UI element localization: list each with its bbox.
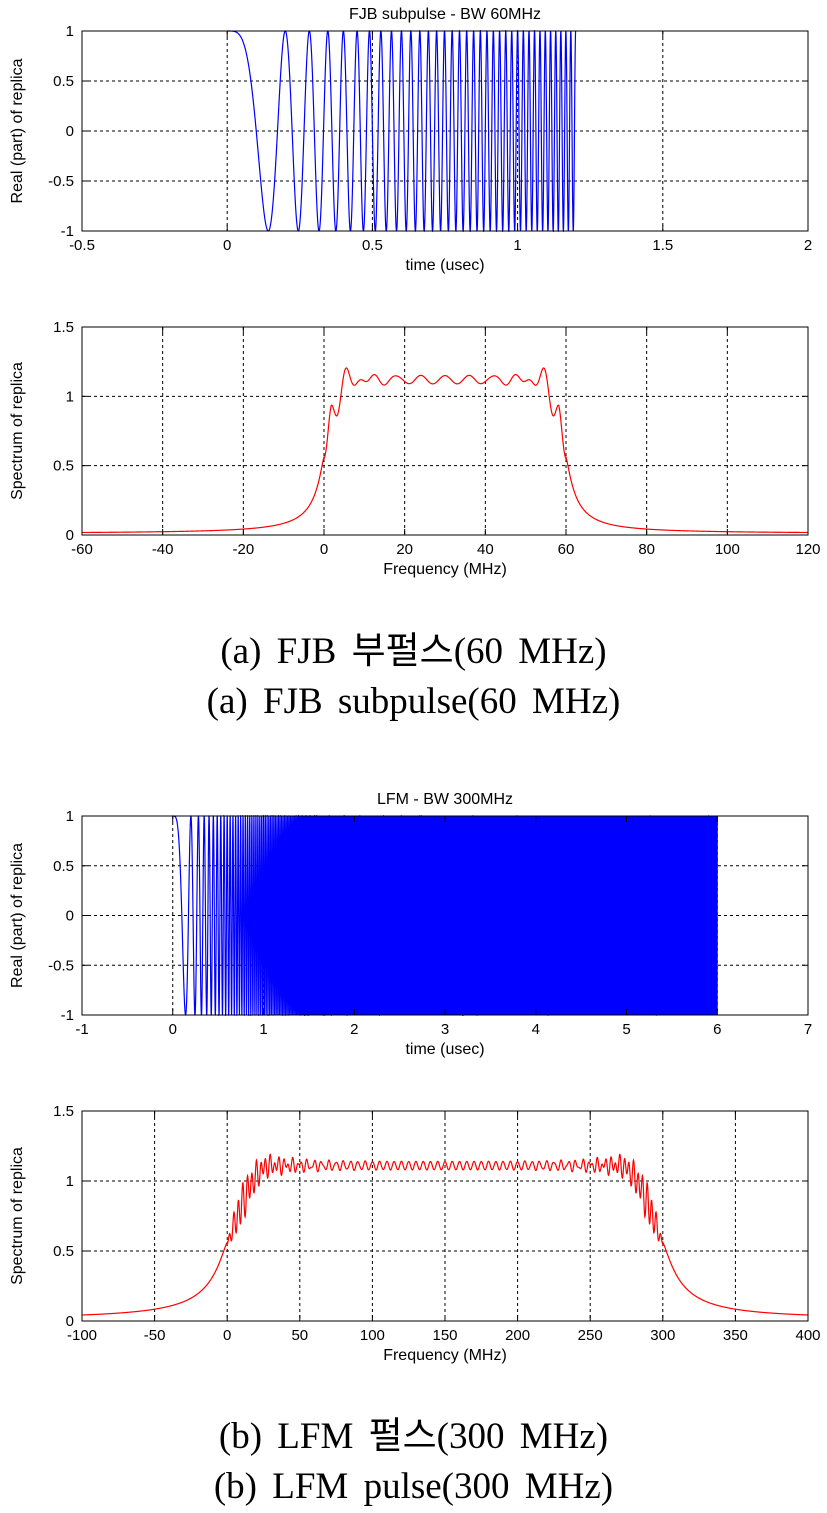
x-tick-label: 100 bbox=[360, 1327, 385, 1344]
y-axis-label: Spectrum of replica bbox=[9, 362, 26, 500]
y-tick-label: 0.5 bbox=[53, 1243, 74, 1260]
x-tick-label: 6 bbox=[713, 1021, 721, 1038]
x-tick-label: 4 bbox=[532, 1021, 540, 1038]
x-tick-label: 200 bbox=[505, 1327, 530, 1344]
x-tick-label: 250 bbox=[578, 1327, 603, 1344]
x-tick-label: 300 bbox=[650, 1327, 675, 1344]
x-tick-label: -0.5 bbox=[69, 237, 95, 254]
y-axis-label: Spectrum of replica bbox=[9, 1147, 26, 1285]
y-tick-label: 0 bbox=[66, 123, 74, 140]
y-tick-label: 1 bbox=[66, 1173, 74, 1190]
x-tick-label: 20 bbox=[396, 541, 413, 558]
grid bbox=[82, 1111, 808, 1321]
y-tick-label: 1 bbox=[66, 23, 74, 40]
chart-2: -60 -40 -20 0 20 40 60 80 100 120 0 0.5 1 1.5 Frequenc… bbox=[9, 319, 821, 578]
chart-3: -1 0 1 2 3 4 5 6 7 -1 -0.5 0 0.5 1 time (usec) Real (pa… bbox=[9, 791, 812, 1058]
x-axis-label: Frequency (MHz) bbox=[383, 1347, 507, 1364]
y-tick-label: -0.5 bbox=[48, 957, 74, 974]
y-axis-label: Real (part) of replica bbox=[9, 58, 26, 203]
x-tick-label: 0 bbox=[223, 1327, 231, 1344]
chart-title: FJB subpulse - BW 60MHz bbox=[349, 6, 541, 23]
grid bbox=[82, 327, 808, 535]
y-tick-label: 1.5 bbox=[53, 319, 74, 336]
x-tick-label: -60 bbox=[71, 541, 93, 558]
x-tick-label: -100 bbox=[67, 1327, 97, 1344]
y-tick-label: 0 bbox=[66, 1313, 74, 1330]
x-tick-label: -50 bbox=[144, 1327, 166, 1344]
x-axis-label: time (usec) bbox=[405, 257, 484, 274]
x-tick-label: -20 bbox=[232, 541, 254, 558]
x-axis-label: Frequency (MHz) bbox=[383, 561, 507, 578]
grid bbox=[82, 31, 808, 231]
x-tick-label: 0 bbox=[223, 237, 231, 254]
x-tick-label: -1 bbox=[75, 1021, 88, 1038]
caption-b-english: (b) LFM pulse(300 MHz) bbox=[213, 1466, 614, 1507]
x-tick-label: 0 bbox=[320, 541, 328, 558]
x-tick-label: 60 bbox=[558, 541, 575, 558]
x-tick-label: 1.5 bbox=[652, 237, 673, 254]
x-tick-label: 0 bbox=[169, 1021, 177, 1038]
x-tick-label: 80 bbox=[638, 541, 655, 558]
y-tick-label: 0.5 bbox=[53, 458, 74, 475]
x-tick-label: 2 bbox=[350, 1021, 358, 1038]
y-tick-label: -1 bbox=[61, 1007, 74, 1024]
x-tick-label: 40 bbox=[477, 541, 494, 558]
y-axis-label: Real (part) of replica bbox=[9, 843, 26, 988]
y-tick-label: 1 bbox=[66, 388, 74, 405]
x-tick-label: 7 bbox=[804, 1021, 812, 1038]
y-tick-label: 0.5 bbox=[53, 73, 74, 90]
x-tick-label: 5 bbox=[622, 1021, 630, 1038]
plot-background bbox=[82, 327, 808, 535]
y-tick-label: 0.5 bbox=[53, 858, 74, 875]
x-tick-label: 350 bbox=[723, 1327, 748, 1344]
x-tick-label: 1 bbox=[259, 1021, 267, 1038]
x-tick-label: 400 bbox=[795, 1327, 820, 1344]
x-axis-label: time (usec) bbox=[405, 1041, 484, 1058]
x-tick-label: 100 bbox=[715, 541, 740, 558]
caption-b-korean: (b) LFM 펄스(300 MHz) bbox=[218, 1416, 609, 1457]
x-tick-label: 0.5 bbox=[362, 237, 383, 254]
axes-box bbox=[81, 326, 809, 536]
y-tick-label: -0.5 bbox=[48, 173, 74, 190]
chart-title: LFM - BW 300MHz bbox=[377, 791, 513, 808]
x-tick-label: 2 bbox=[804, 237, 812, 254]
y-tick-label: 1 bbox=[66, 808, 74, 825]
x-tick-label: 120 bbox=[795, 541, 820, 558]
x-tick-label: 3 bbox=[441, 1021, 449, 1038]
x-tick-label: 1 bbox=[513, 237, 521, 254]
y-tick-label: 0 bbox=[66, 908, 74, 925]
x-tick-label: 150 bbox=[432, 1327, 457, 1344]
caption-a-korean: (a) FJB 부펄스(60 MHz) bbox=[220, 631, 607, 672]
y-tick-label: 0 bbox=[66, 527, 74, 544]
data-series-line bbox=[82, 367, 808, 534]
y-tick-label: 1.5 bbox=[53, 1103, 74, 1120]
data-series-line bbox=[172, 815, 718, 1016]
x-tick-label: -40 bbox=[152, 541, 174, 558]
y-tick-label: -1 bbox=[61, 223, 74, 240]
caption-a-english: (a) FJB subpulse(60 MHz) bbox=[206, 681, 621, 722]
chart-4: -100 -50 0 50 100 150 200 250 300 350 400 0 0.5 1 1.5 F… bbox=[9, 1103, 821, 1364]
x-tick-label: 50 bbox=[291, 1327, 308, 1344]
data-series-line bbox=[82, 1153, 808, 1316]
